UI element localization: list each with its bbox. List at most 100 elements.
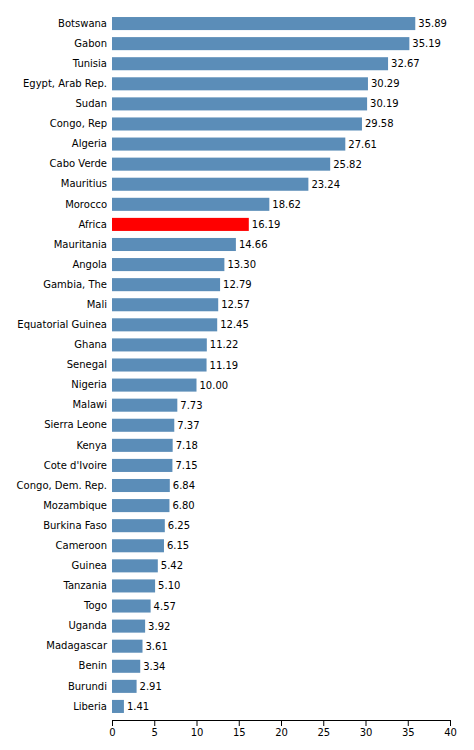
data-label: 3.61 [146,641,168,652]
y-axis: BotswanaGabonTunisiaEgypt, Arab Rep.Suda… [17,18,108,712]
y-tick-label: Sudan [76,98,108,109]
bar [112,499,169,512]
y-tick-label: Botswana [58,18,107,29]
y-tick: Liberia [73,701,107,712]
y-tick: Africa [78,219,107,230]
y-tick: Cameroon [56,540,107,551]
data-label: 12.79 [223,279,252,290]
bar [112,459,172,472]
y-tick: Algeria [72,138,107,149]
bar [112,559,158,572]
x-axis-line [113,721,451,727]
y-tick-label: Burundi [68,681,107,692]
y-tick-label: Congo, Dem. Rep. [17,480,107,491]
data-label: 6.25 [168,520,190,531]
x-axis: 0510152025303540 [109,720,457,738]
y-tick-label: Togo [83,600,107,611]
bar [112,238,236,251]
data-label: 7.37 [177,420,199,431]
bars [112,17,415,713]
y-tick: Angola [72,259,107,270]
data-label: 3.92 [148,621,170,632]
data-label: 5.10 [158,580,180,591]
bar [112,158,330,171]
y-tick: Togo [83,600,107,611]
y-tick: Botswana [58,18,107,29]
data-label: 27.61 [348,139,377,150]
bar [112,97,367,110]
bar [112,700,124,713]
y-tick-label: Guinea [72,560,107,571]
y-tick: Mauritania [54,239,107,250]
data-label: 25.82 [333,159,362,170]
y-tick: Cote d'Ivoire [44,460,107,471]
x-tick-label: 20 [275,727,288,738]
y-tick: Congo, Dem. Rep. [17,480,107,491]
bar [112,399,177,412]
x-tick-mark [281,720,282,726]
bar [112,37,409,50]
y-tick-label: Mozambique [43,500,107,511]
bar [112,640,143,653]
x-tick: 5 [152,720,158,738]
y-tick-label: Tanzania [62,580,107,591]
y-tick-label: Morocco [65,199,107,210]
y-tick-label: Burkina Faso [43,520,107,531]
data-label: 30.19 [370,98,399,109]
y-tick-label: Africa [78,219,107,230]
x-tick-mark [450,720,451,726]
bar [112,479,170,492]
data-label: 1.41 [127,701,149,712]
bar [112,599,151,612]
bar [112,358,207,371]
y-tick-label: Cote d'Ivoire [44,460,107,471]
y-tick-label: Gabon [74,38,107,49]
y-tick: Gabon [74,38,107,49]
y-tick-label: Nigeria [71,379,107,390]
bar [112,680,137,693]
data-label: 11.19 [210,360,239,371]
y-tick-label: Mali [87,299,107,310]
x-tick-mark [323,720,324,726]
y-tick-label: Madagascar [46,640,108,651]
y-tick-label: Benin [79,660,107,671]
y-tick-label: Ghana [74,339,107,350]
bar [112,77,368,90]
bar [112,117,362,130]
x-tick-mark [408,720,409,726]
y-tick-label: Equatorial Guinea [17,319,107,330]
data-label: 14.66 [239,239,268,250]
data-label: 16.19 [252,219,281,230]
bar [112,218,249,231]
bar [112,419,174,432]
y-tick-label: Mauritania [54,239,107,250]
x-tick-mark [366,720,367,726]
y-tick: Cabo Verde [50,158,107,169]
x-tick: 15 [233,720,246,738]
data-label: 5.42 [161,560,183,571]
bar [112,138,345,151]
y-tick-label: Uganda [68,620,107,631]
plot: 35.8935.1932.6730.2930.1929.5827.6125.82… [17,17,457,738]
bar [112,579,155,592]
data-label: 32.67 [391,58,420,69]
bar [112,439,173,452]
data-label: 6.84 [173,480,195,491]
bar [112,57,388,70]
data-label: 2.91 [140,681,162,692]
bar [112,17,415,30]
bar [112,379,197,392]
y-tick: Burkina Faso [43,520,107,531]
y-tick: Congo, Rep [50,118,107,129]
y-tick-label: Mauritius [61,178,107,189]
data-labels: 35.8935.1932.6730.2930.1929.5827.6125.82… [127,18,447,712]
x-tick-label: 0 [109,727,115,738]
bar [112,178,308,191]
bar [112,298,218,311]
data-label: 13.30 [227,259,256,270]
x-tick: 0 [109,720,115,738]
y-tick: Tunisia [72,58,107,69]
x-tick: 25 [317,720,330,738]
data-label: 18.62 [272,199,301,210]
y-tick: Nigeria [71,379,107,390]
